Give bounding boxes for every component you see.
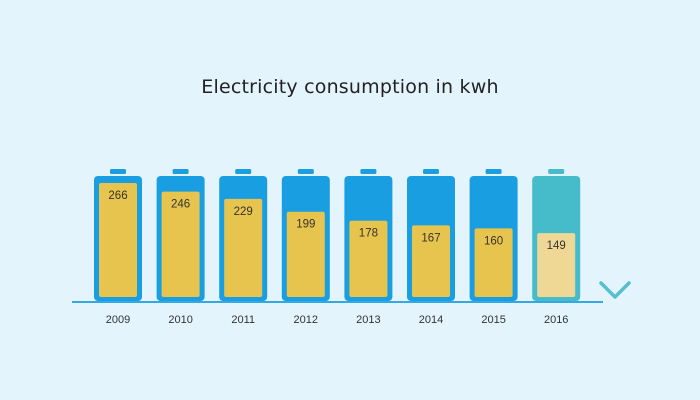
x-tick-label: 2011: [231, 314, 255, 326]
data-label: 199: [296, 219, 315, 231]
chart-title: Electricity consumption in kwh: [201, 76, 499, 98]
battery-bar: 160 2015: [469, 169, 518, 326]
data-label: 160: [484, 235, 503, 247]
x-tick-label: 2010: [168, 314, 192, 326]
battery-bar: 167 2014: [407, 169, 455, 326]
data-label: 266: [108, 190, 127, 202]
x-tick-label: 2012: [294, 314, 318, 326]
data-label: 167: [421, 232, 440, 244]
x-tick-label: 2015: [481, 314, 505, 326]
data-label: 178: [359, 228, 378, 240]
battery-bar: 199 2012: [281, 169, 330, 326]
x-tick-label: 2013: [356, 314, 380, 326]
battery-cap: [172, 169, 189, 174]
bar-fill: [537, 233, 576, 297]
battery-bar: 229 2011: [219, 169, 268, 326]
bar-fill: [161, 191, 200, 297]
battery-cap: [360, 169, 377, 174]
bar-fill: [349, 220, 388, 297]
x-tick-label: 2014: [419, 314, 443, 326]
battery-bar: 178 2013: [344, 169, 393, 326]
battery-cap: [548, 169, 565, 174]
bar-fill: [99, 183, 137, 297]
battery-cap: [485, 169, 502, 174]
data-label: 229: [234, 206, 253, 218]
battery-bar: 246 2010: [156, 169, 205, 326]
battery-cap: [110, 169, 126, 174]
battery-bar: 149 2016: [532, 169, 581, 326]
battery-cap: [297, 169, 314, 174]
x-tick-label: 2016: [544, 314, 568, 326]
bar-group: 266 2009 246 2010 229 2011 199 2012 178 2013 167 20…: [94, 169, 581, 326]
battery-cap: [235, 169, 252, 174]
x-tick-label: 2009: [106, 314, 130, 326]
bar-fill: [224, 198, 263, 297]
bar-fill: [286, 211, 325, 297]
battery-cap: [423, 169, 439, 174]
arrow-down-icon: [599, 210, 631, 299]
bar-fill: [412, 225, 450, 297]
data-label: 149: [547, 240, 566, 252]
bar-fill: [474, 228, 513, 297]
data-label: 246: [171, 199, 190, 211]
battery-bar: 266 2009: [94, 169, 142, 326]
